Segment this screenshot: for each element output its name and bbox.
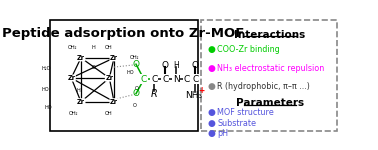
Text: MOF structure: MOF structure xyxy=(217,108,274,117)
Text: C: C xyxy=(162,75,169,84)
Text: C: C xyxy=(192,75,198,84)
Text: C: C xyxy=(151,75,157,84)
Text: O: O xyxy=(91,65,96,70)
Text: R: R xyxy=(151,89,158,99)
Text: O: O xyxy=(133,103,137,108)
Text: OH₂: OH₂ xyxy=(67,45,77,50)
Text: Peptide adsorption onto Zr-MOF: Peptide adsorption onto Zr-MOF xyxy=(2,27,244,40)
Text: NH₃: NH₃ xyxy=(185,91,202,100)
Text: N: N xyxy=(173,75,180,84)
Text: HO: HO xyxy=(45,105,53,110)
Text: OH: OH xyxy=(104,45,112,50)
Text: O: O xyxy=(192,61,199,70)
Text: Substrate: Substrate xyxy=(217,119,256,128)
Text: H: H xyxy=(76,88,80,93)
Text: O: O xyxy=(133,89,139,98)
Text: C: C xyxy=(141,75,147,84)
Text: ●: ● xyxy=(208,108,216,117)
Text: Parameters: Parameters xyxy=(236,98,304,108)
Text: NH₃ electrostatic repulsion: NH₃ electrostatic repulsion xyxy=(217,64,324,73)
Text: ●: ● xyxy=(208,119,216,128)
Text: H₂O: H₂O xyxy=(42,66,51,71)
Text: OH₂: OH₂ xyxy=(68,111,78,116)
Text: R (hydrophobic, π–π ...): R (hydrophobic, π–π ...) xyxy=(217,82,310,91)
Text: OH₂: OH₂ xyxy=(130,55,139,60)
Text: HO: HO xyxy=(41,87,49,92)
Text: OH: OH xyxy=(105,111,113,116)
Text: Zr: Zr xyxy=(67,75,75,81)
FancyBboxPatch shape xyxy=(50,20,198,131)
Text: +: + xyxy=(198,86,205,95)
Text: Zr: Zr xyxy=(110,99,118,105)
Text: C: C xyxy=(184,75,190,84)
Text: Zr: Zr xyxy=(105,75,113,81)
Text: ●: ● xyxy=(208,45,216,54)
Text: H: H xyxy=(173,61,179,70)
Text: Zr: Zr xyxy=(77,55,85,61)
Text: H: H xyxy=(91,45,95,50)
Text: O: O xyxy=(135,86,139,91)
Text: O: O xyxy=(133,60,139,69)
Text: ●: ● xyxy=(208,64,216,73)
Text: Zr: Zr xyxy=(77,99,85,105)
Text: ●: ● xyxy=(208,129,216,138)
Text: Interactions: Interactions xyxy=(234,30,305,40)
Text: pH: pH xyxy=(217,129,228,138)
FancyBboxPatch shape xyxy=(201,20,337,131)
Text: COO-Zr binding: COO-Zr binding xyxy=(217,45,280,54)
Text: ●: ● xyxy=(208,82,216,91)
Text: HO: HO xyxy=(127,70,135,75)
Text: Zr: Zr xyxy=(110,55,118,61)
Text: O: O xyxy=(162,61,169,70)
